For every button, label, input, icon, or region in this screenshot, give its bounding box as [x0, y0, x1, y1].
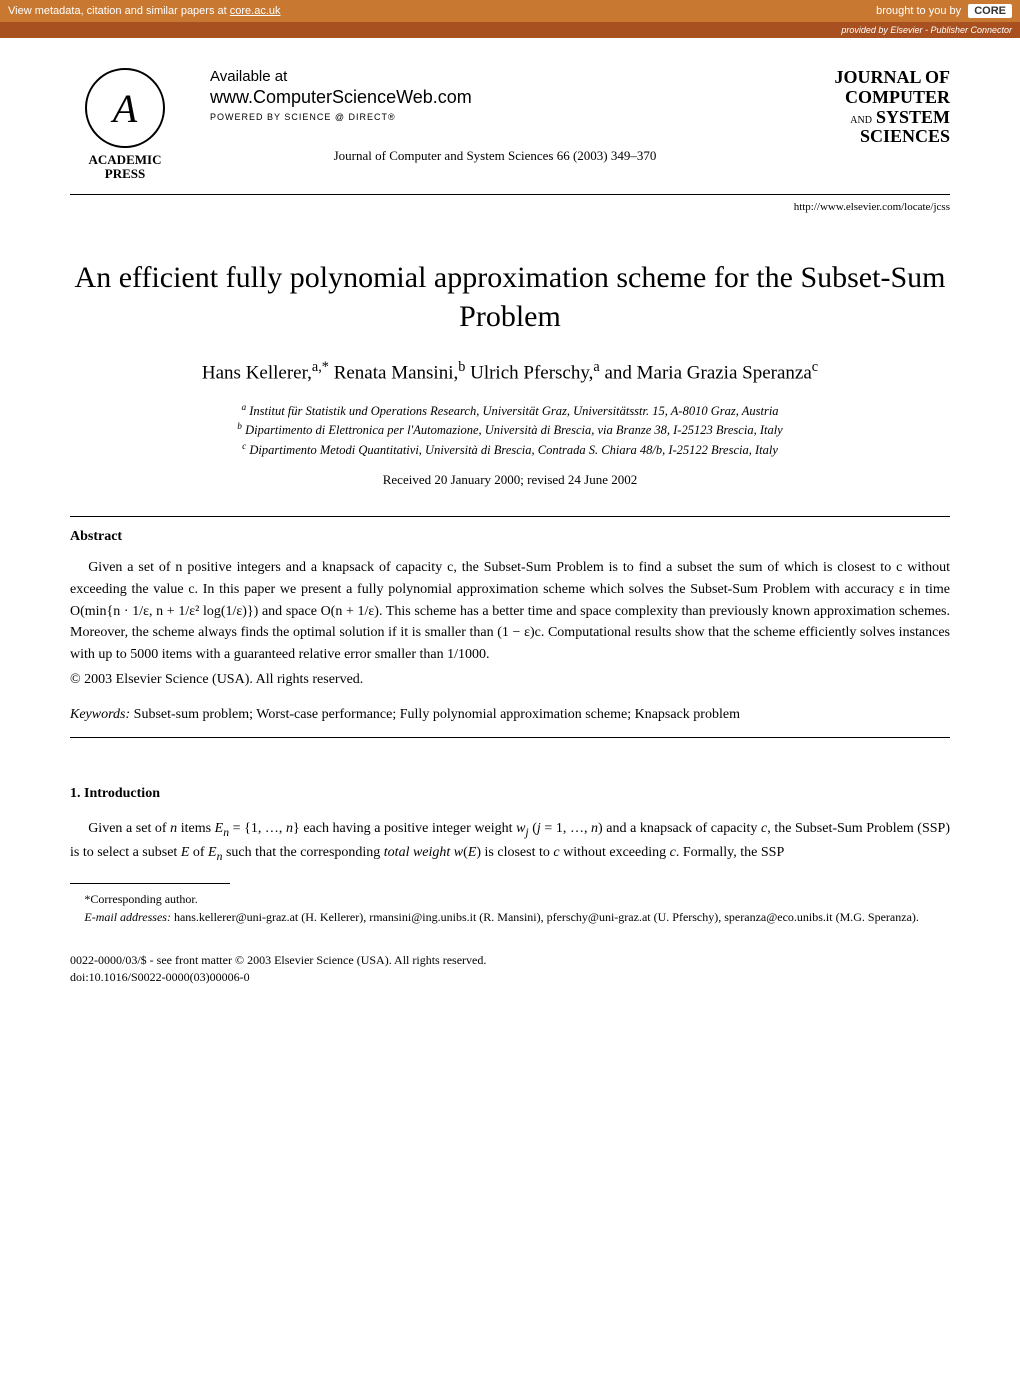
abstract-bottom-rule [70, 737, 950, 738]
j-and: AND [850, 115, 872, 126]
available-at: Available at [210, 68, 780, 85]
brought-to-you: brought to you by [876, 5, 961, 17]
intro-paragraph: Given a set of n items En = {1, …, n} ea… [70, 818, 950, 866]
keywords-label: Keywords: [70, 707, 130, 722]
banner-right: brought to you by CORE [876, 5, 1012, 17]
affiliation-c: c Dipartimento Metodi Quantitativi, Univ… [70, 440, 950, 460]
abstract-paragraph: Given a set of n positive integers and a… [70, 557, 950, 665]
core-badge: CORE [968, 4, 1012, 18]
bottom-note: 0022-0000/03/$ - see front matter © 2003… [70, 952, 950, 986]
authors: Hans Kellerer,a,* Renata Mansini,b Ulric… [70, 358, 950, 387]
affiliations: a Institut für Statistik und Operations … [70, 401, 950, 461]
academic-text: ACADEMIC [70, 153, 180, 167]
csw-url: www.ComputerScienceWeb.com [210, 87, 780, 108]
intro-body: Given a set of n items En = {1, …, n} ea… [70, 818, 950, 866]
footnote-divider [70, 883, 230, 884]
footnotes: *Corresponding author. E-mail addresses:… [70, 890, 950, 926]
journal-reference: Journal of Computer and System Sciences … [210, 148, 780, 164]
j-sciences: SCIENCES [860, 126, 950, 146]
email-addresses: E-mail addresses: hans.kellerer@uni-graz… [70, 908, 950, 926]
banner-left: View metadata, citation and similar pape… [8, 5, 281, 17]
corresponding-author: *Corresponding author. [70, 890, 950, 908]
powered-by: POWERED BY SCIENCE @ DIRECT® [210, 112, 780, 122]
ap-circle-icon: A [85, 68, 165, 148]
page-content: A ACADEMIC PRESS Available at www.Comput… [0, 38, 1020, 1026]
journal-title-logo: JOURNAL OF COMPUTER AND SYSTEM SCIENCES [810, 68, 950, 147]
j-computer: COMPUTER [845, 87, 950, 107]
abstract-heading: Abstract [70, 529, 950, 545]
abstract-body: Given a set of n positive integers and a… [70, 557, 950, 665]
press-text: PRESS [70, 167, 180, 181]
core-link[interactable]: core.ac.uk [230, 5, 281, 17]
keywords-text: Subset-sum problem; Worst-case performan… [130, 707, 740, 722]
front-matter: 0022-0000/03/$ - see front matter © 2003… [70, 952, 950, 969]
affiliation-a: a Institut für Statistik und Operations … [70, 401, 950, 421]
abstract-copyright: © 2003 Elsevier Science (USA). All right… [70, 672, 950, 688]
abstract-top-rule [70, 516, 950, 517]
affiliation-b: b Dipartimento di Elettronica per l'Auto… [70, 420, 950, 440]
elsevier-url: http://www.elsevier.com/locate/jcss [70, 201, 950, 213]
header-center: Available at www.ComputerScienceWeb.com … [180, 68, 810, 164]
keywords: Keywords: Subset-sum problem; Worst-case… [70, 704, 950, 725]
banner-left-text: View metadata, citation and similar pape… [8, 5, 230, 17]
academic-press-logo: A ACADEMIC PRESS [70, 68, 180, 182]
intro-heading: 1. Introduction [70, 786, 950, 802]
j-system: SYSTEM [876, 107, 950, 127]
core-banner: View metadata, citation and similar pape… [0, 0, 1020, 22]
provided-by-banner: provided by Elsevier - Publisher Connect… [0, 22, 1020, 38]
header-divider [70, 194, 950, 195]
received-date: Received 20 January 2000; revised 24 Jun… [70, 472, 950, 488]
j-of: JOURNAL OF [834, 67, 950, 87]
doi: doi:10.1016/S0022-0000(03)00006-0 [70, 969, 950, 986]
journal-header: A ACADEMIC PRESS Available at www.Comput… [70, 68, 950, 182]
paper-title: An efficient fully polynomial approximat… [70, 258, 950, 336]
